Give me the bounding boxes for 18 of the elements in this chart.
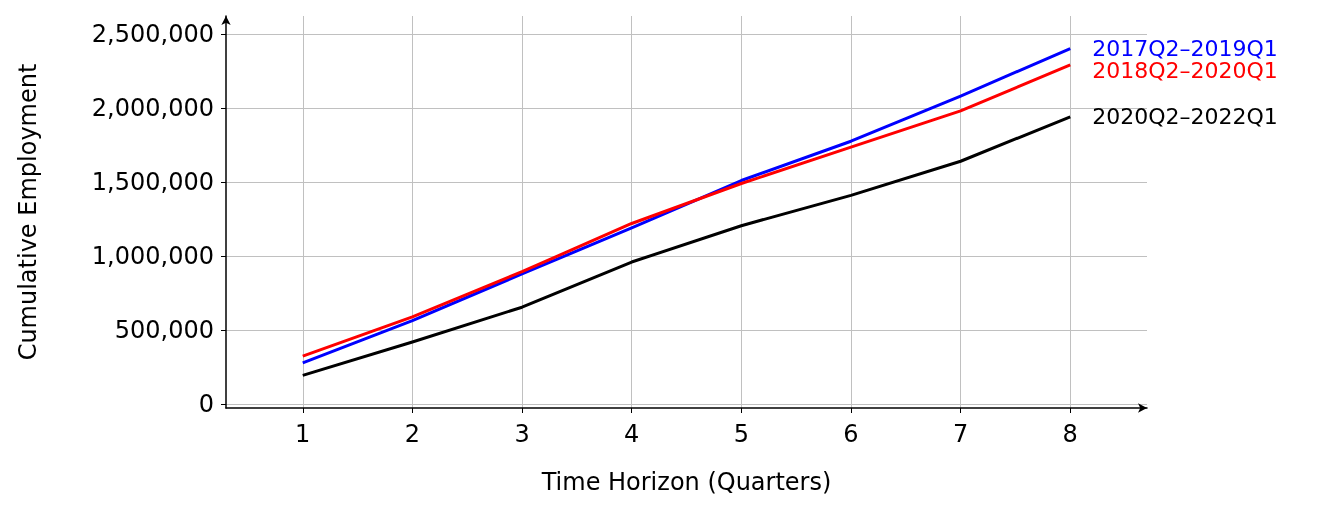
- x-tick-label: 2: [404, 420, 421, 448]
- y-tick-label: 1,500,000: [91, 167, 214, 196]
- x-axis-title: Time Horizon (Quarters): [540, 468, 832, 496]
- y-tick-label: 1,000,000: [91, 242, 214, 271]
- line-series: [301, 115, 1072, 377]
- x-tick-label: 6: [843, 420, 859, 448]
- x-tick-label: 8: [1062, 420, 1078, 448]
- y-tick-label: 2,000,000: [91, 93, 214, 122]
- x-tick-label: 7: [952, 420, 969, 448]
- x-tick-label: 4: [624, 420, 640, 448]
- y-tick-label: 0: [198, 390, 214, 419]
- series-label: 2020Q2–2022Q1: [1092, 104, 1278, 130]
- x-tick-label: 3: [514, 420, 530, 448]
- x-tick-label: 5: [733, 420, 749, 448]
- y-axis-title: Cumulative Employment: [14, 63, 42, 361]
- y-tick-label: 500,000: [114, 316, 214, 345]
- x-tick-label: 1: [295, 420, 311, 448]
- y-tick-label: 2,500,000: [91, 19, 214, 48]
